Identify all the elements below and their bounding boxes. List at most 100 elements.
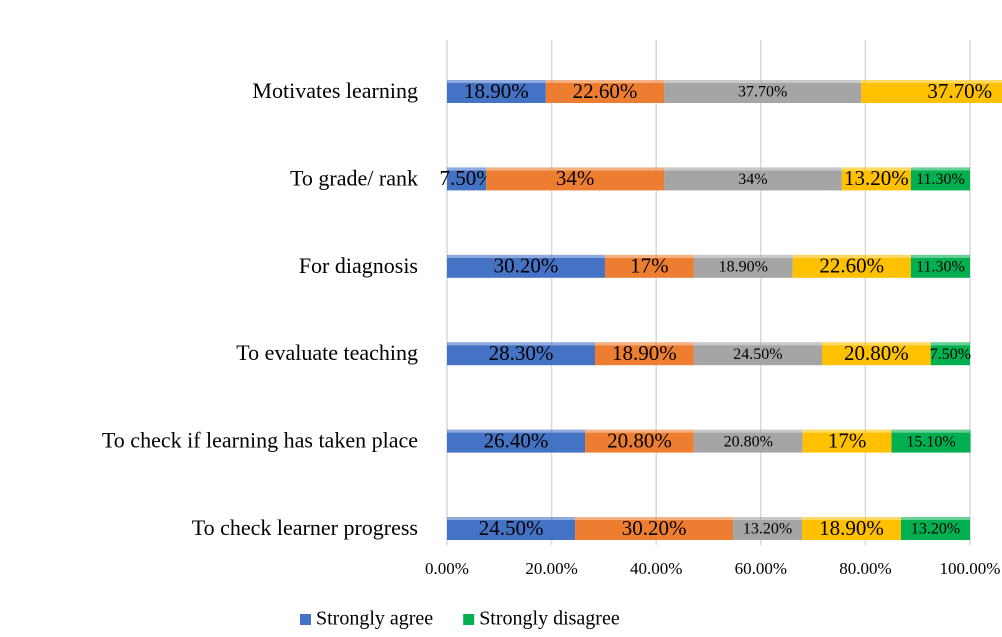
bar-segment [891, 432, 971, 453]
data-label: 17% [828, 428, 867, 452]
category-label: To grade/ rank [290, 165, 418, 190]
bar-segment [545, 83, 665, 103]
bar-top [792, 254, 911, 258]
bar-segment [841, 170, 911, 191]
bar-segment [821, 345, 931, 366]
bar-segment [447, 257, 605, 278]
bar-segment [664, 170, 842, 191]
bar-top [447, 517, 576, 520]
x-tick-label: 20.00% [525, 559, 577, 578]
bar-segment [664, 83, 862, 103]
bar-top [910, 167, 970, 171]
bar-segment [595, 345, 694, 366]
bar-top [693, 342, 822, 346]
data-label: 37.70% [738, 84, 787, 101]
legend-label: Strongly disagree [479, 608, 620, 630]
data-label: 34% [738, 171, 767, 188]
data-label: 18.90% [819, 516, 884, 540]
data-label: 30.20% [622, 516, 687, 540]
category-label: For diagnosis [299, 253, 418, 278]
data-label: 24.50% [733, 346, 782, 363]
bar-segment [486, 170, 665, 191]
x-tick-label: 0.00% [425, 559, 469, 578]
bar-segment [693, 432, 803, 453]
bar-top [447, 429, 586, 433]
data-label: 11.30% [916, 171, 965, 188]
data-label: 26.40% [484, 428, 549, 452]
data-label: 20.80% [607, 428, 672, 452]
data-label: 24.50% [479, 516, 544, 540]
bar-segment [792, 257, 911, 278]
category-label: To check learner progress [192, 515, 418, 540]
bar-segment [861, 83, 1002, 103]
bar-top [604, 254, 694, 258]
data-label: 20.80% [724, 433, 773, 450]
bar-segment [910, 257, 970, 278]
bar-segment [802, 520, 901, 540]
bar-segment [447, 170, 487, 191]
bar-top [447, 80, 546, 83]
bar-top [693, 429, 803, 433]
x-tick-label: 60.00% [735, 559, 787, 578]
bar-segment [447, 432, 586, 453]
data-label: 22.60% [573, 79, 638, 103]
bar-top [447, 342, 596, 346]
bar-segment [693, 345, 822, 366]
bar-top [486, 167, 665, 171]
x-tick-label: 80.00% [839, 559, 891, 578]
bar-segment [447, 520, 576, 540]
bar-segment [910, 170, 970, 191]
data-label: 17% [630, 254, 669, 278]
x-tick-label: 40.00% [630, 559, 682, 578]
bar-segment [693, 257, 793, 278]
category-label: To evaluate teaching [236, 340, 418, 365]
data-label: 22.60% [819, 254, 884, 278]
data-label: 13.20% [743, 521, 792, 538]
x-tick-label: 100.00% [940, 559, 1001, 578]
bar-top [891, 429, 971, 433]
bar-top [447, 254, 605, 258]
bar-top [930, 342, 970, 346]
legend-swatch [300, 614, 311, 625]
bar-top [595, 342, 694, 346]
bar-segment [733, 520, 803, 540]
data-label: 13.20% [911, 521, 960, 538]
bar-top [733, 517, 803, 520]
category-label: To check if learning has taken place [102, 428, 418, 453]
bar-top [575, 517, 734, 520]
bar-top [545, 80, 665, 83]
bar-top [841, 167, 911, 171]
data-label: 15.10% [906, 433, 955, 450]
bar-segment [585, 432, 694, 453]
data-label: 30.20% [494, 254, 559, 278]
data-label: 34% [556, 166, 595, 190]
bar-top [585, 429, 694, 433]
data-label: 7.50% [439, 166, 493, 190]
bar-segment [802, 432, 892, 453]
bar-segment [930, 345, 970, 366]
data-label: 13.20% [844, 166, 909, 190]
data-label: 18.90% [719, 258, 768, 275]
bar-segment [447, 345, 596, 366]
bar-segment [447, 83, 546, 103]
bar-top [821, 342, 931, 346]
data-label: 28.30% [489, 341, 554, 365]
bar-top [802, 517, 901, 520]
bar-segment [900, 520, 970, 540]
bar-top [664, 167, 842, 171]
data-label: 20.80% [844, 341, 909, 365]
bar-segment [604, 257, 694, 278]
data-label: 7.50% [930, 346, 971, 363]
data-label: 18.90% [464, 79, 529, 103]
bar-top [447, 167, 487, 171]
bar-top [861, 80, 1002, 83]
legend-label: Strongly agree [316, 608, 433, 630]
legend-swatch [463, 614, 475, 625]
bar-top [910, 254, 970, 258]
data-label: 37.70% [927, 79, 992, 103]
data-label: 18.90% [612, 341, 677, 365]
category-label: Motivates learning [252, 78, 418, 103]
bar-top [900, 517, 970, 520]
bar-top [802, 429, 892, 433]
